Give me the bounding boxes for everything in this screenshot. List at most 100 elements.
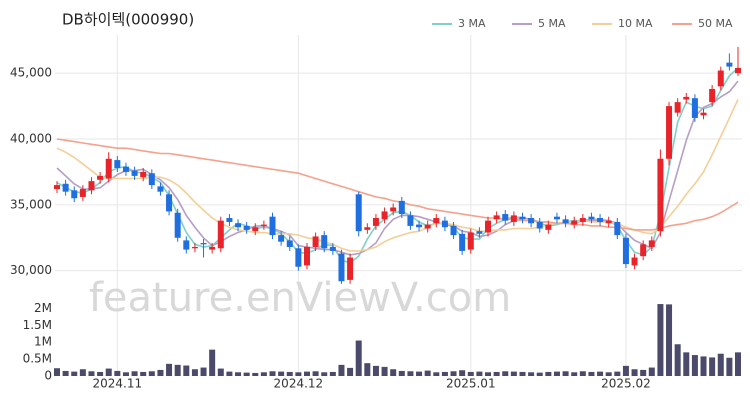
legend-label: 5 MA — [538, 17, 566, 30]
candle-body — [510, 215, 517, 222]
volume-bar — [640, 369, 647, 376]
volume-bar — [441, 371, 448, 376]
volume-bar — [622, 365, 629, 376]
y-tick-label: 35,000 — [10, 197, 52, 211]
volume-bar — [148, 371, 155, 376]
volume-bar — [140, 371, 147, 376]
candle-body — [459, 233, 466, 251]
volume-tick-label: 0 — [44, 369, 52, 383]
candle-body — [105, 158, 112, 179]
candle-body — [114, 160, 121, 168]
candle-body — [226, 218, 233, 222]
candle-body — [364, 227, 371, 230]
volume-bar — [191, 369, 198, 376]
x-tick-label: 2024.12 — [274, 377, 324, 391]
candle-body — [588, 216, 595, 220]
volume-bar — [114, 370, 121, 376]
volume-bar — [424, 370, 431, 376]
volume-bar — [355, 340, 362, 376]
candle-body — [286, 240, 293, 247]
volume-bar — [510, 371, 517, 376]
candle-body — [536, 221, 543, 229]
candle-body — [183, 240, 190, 250]
candle-body — [347, 257, 354, 280]
candle-body — [260, 224, 267, 226]
candle-body — [605, 220, 612, 224]
volume-bar — [226, 371, 233, 376]
candle-body — [79, 189, 86, 197]
candle-body — [209, 246, 216, 250]
volume-bar — [312, 371, 319, 376]
volume-bar — [674, 344, 681, 376]
candle-body — [424, 224, 431, 229]
volume-bar — [217, 368, 224, 376]
candle-body — [467, 232, 474, 250]
volume-bar — [338, 364, 345, 376]
candle-body — [398, 200, 405, 215]
volume-bar — [295, 372, 302, 376]
candle-body — [235, 223, 242, 228]
volume-bar — [364, 363, 371, 376]
candle-body — [321, 235, 328, 249]
volume-bar — [605, 372, 612, 376]
candle-body — [485, 220, 492, 233]
volume-bar — [105, 368, 112, 376]
volume-bar — [381, 366, 388, 376]
volume-tick-label: 1M — [34, 335, 52, 349]
volume-bar — [390, 369, 397, 376]
ma-line — [56, 80, 739, 256]
volume-bar — [416, 371, 423, 376]
volume-bar — [691, 355, 698, 376]
candle-body — [303, 246, 310, 266]
x-tick-label: 2025.01 — [446, 377, 496, 391]
volume-bar — [71, 371, 78, 376]
candle-body — [528, 218, 535, 224]
candle-body — [295, 248, 302, 267]
candle-body — [355, 194, 362, 232]
candle-body — [62, 183, 69, 192]
candle-body — [717, 70, 724, 87]
candle-body — [441, 220, 448, 228]
volume-bar — [476, 371, 483, 376]
volume-bar — [571, 372, 578, 376]
volume-bar — [485, 372, 492, 376]
candle-body — [631, 257, 638, 266]
candle-body — [726, 62, 733, 67]
volume-bar — [122, 372, 129, 376]
legend-label: 50 MA — [698, 17, 733, 30]
chart-title: DB하이텍(000990) — [62, 11, 194, 29]
candle-body — [545, 224, 552, 230]
volume-bar — [269, 371, 276, 376]
candle-body — [433, 218, 440, 224]
volume-bar — [562, 371, 569, 376]
candle-body — [372, 218, 379, 226]
candle-body — [88, 181, 95, 191]
volume-bar — [347, 367, 354, 376]
candle-body — [407, 215, 414, 226]
candle-body — [217, 220, 224, 249]
volume-bar — [493, 371, 500, 376]
y-tick-label: 30,000 — [10, 263, 52, 277]
candle-body — [416, 224, 423, 228]
candle-body — [657, 158, 664, 232]
candle-body — [381, 211, 388, 220]
candle-body — [252, 227, 259, 232]
volume-bar — [631, 369, 638, 376]
candle-body — [54, 185, 60, 190]
volume-tick-label: 1.5M — [23, 318, 52, 332]
volume-bar — [717, 353, 724, 376]
candle-body — [571, 220, 578, 225]
volume-bar — [709, 357, 716, 376]
volume-bar — [536, 372, 543, 376]
candle-body — [312, 236, 319, 247]
volume-bar — [588, 371, 595, 376]
candle-body — [390, 207, 397, 212]
volume-bar — [735, 352, 741, 376]
volume-bar — [467, 371, 474, 376]
volume-bar — [97, 371, 104, 376]
candle-body — [191, 246, 198, 249]
volume-bar — [657, 304, 664, 376]
volume-bar — [726, 357, 733, 376]
